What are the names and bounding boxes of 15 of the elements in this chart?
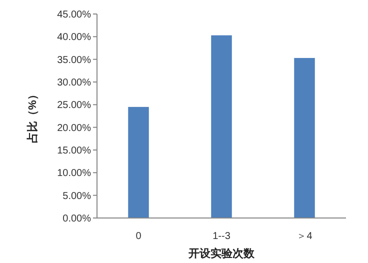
y-tick-label: 10.00%: [57, 168, 92, 180]
y-axis-title: 占比（%）: [26, 89, 39, 143]
y-tick-label: 0.00%: [62, 214, 92, 224]
y-tick-label: 30.00%: [57, 78, 92, 88]
y-tick-label: 35.00%: [57, 54, 92, 66]
x-tick-label: ＞4: [296, 231, 313, 242]
x-tick-label: 1--3: [212, 231, 231, 242]
y-tick-label: 5.00%: [62, 190, 92, 202]
x-tick-label: 0: [136, 231, 142, 242]
y-tick-label: 20.00%: [57, 122, 92, 134]
y-tick-label: 45.00%: [57, 10, 92, 20]
y-tick-label: 40.00%: [57, 32, 92, 44]
y-tick-label: 25.00%: [57, 100, 92, 112]
y-tick-label: 15.00%: [57, 146, 92, 156]
x-axis-title: 开设实验次数: [188, 247, 256, 260]
